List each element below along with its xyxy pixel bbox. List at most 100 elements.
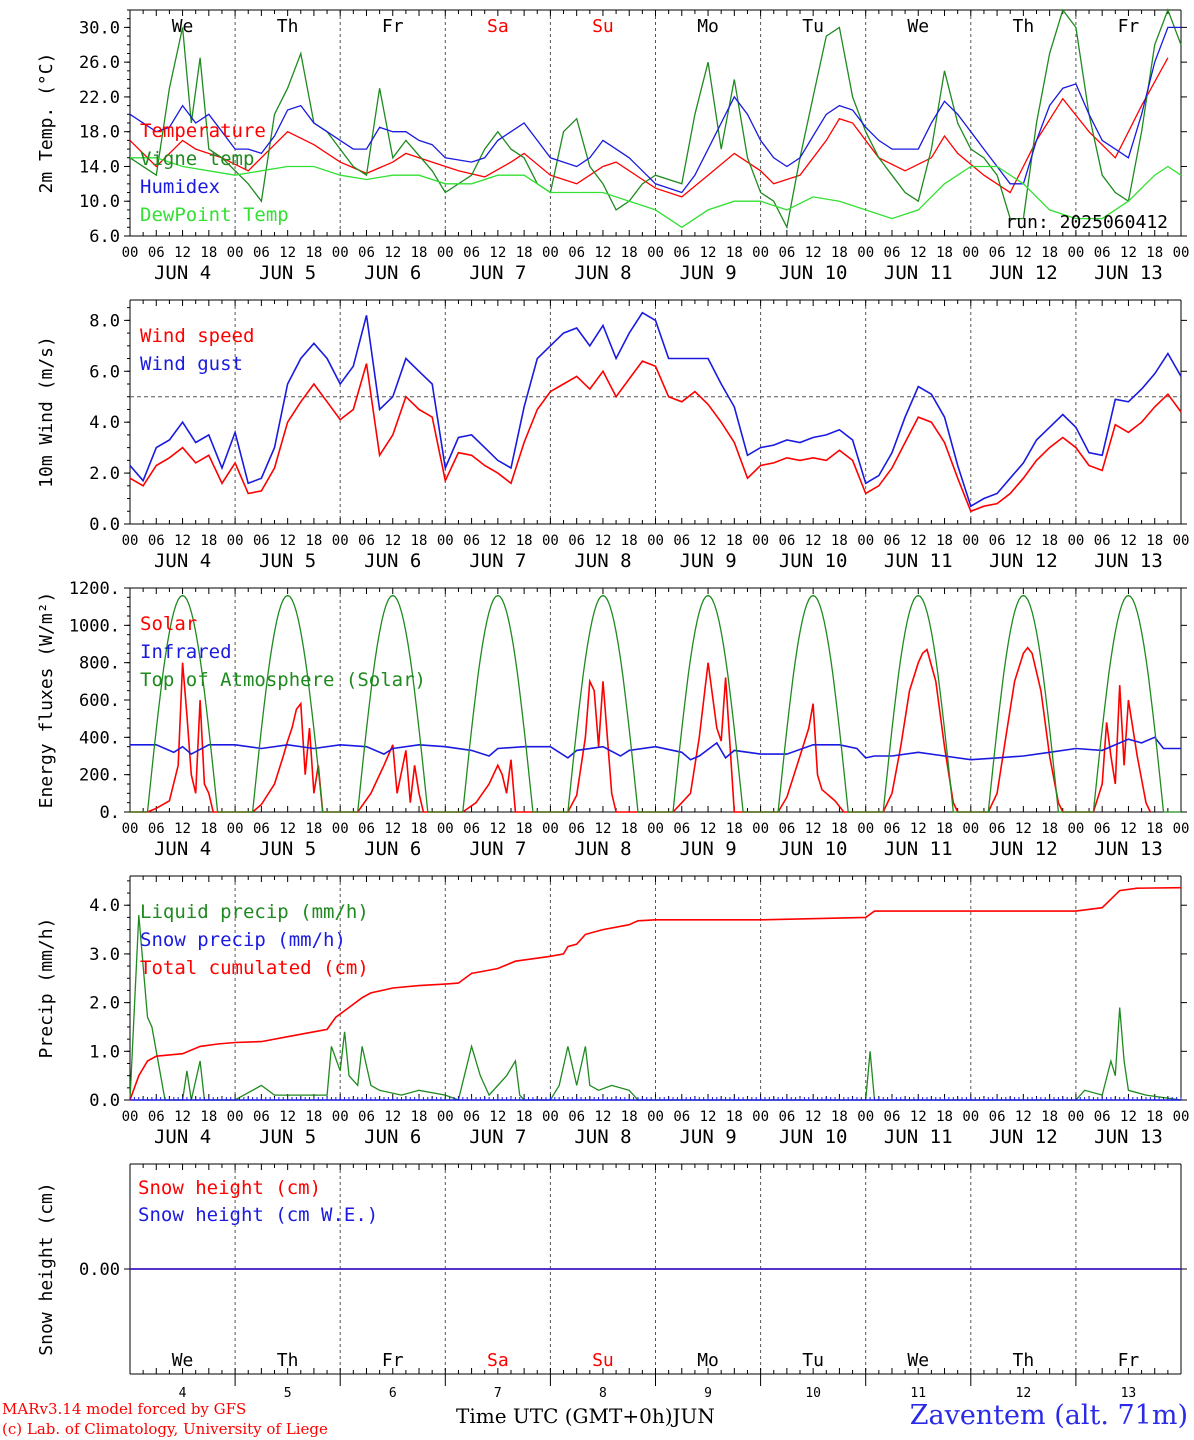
hour-tick-label: 00 xyxy=(332,245,349,261)
hour-tick-label: 06 xyxy=(253,245,270,261)
time-axis-title: Time UTC (GMT+0h)JUN xyxy=(456,1404,715,1428)
weekday-label: We xyxy=(172,1350,194,1371)
hour-tick-label: 12 xyxy=(489,533,506,549)
hour-tick-label: 12 xyxy=(174,821,191,837)
hour-tick-label: 00 xyxy=(542,821,559,837)
hour-tick-label: 06 xyxy=(884,1109,901,1125)
hour-tick-label: 06 xyxy=(778,821,795,837)
hour-tick-label: 18 xyxy=(200,245,217,261)
hour-tick-label: 00 xyxy=(962,821,979,837)
legend-label: Total cumulated (cm) xyxy=(140,957,369,979)
hour-tick-label: 12 xyxy=(279,821,296,837)
hour-tick-label: 18 xyxy=(516,245,533,261)
hour-tick-label: 00 xyxy=(752,1109,769,1125)
hour-tick-label: 18 xyxy=(726,245,743,261)
legend-label: Solar xyxy=(140,613,197,635)
hour-tick-label: 18 xyxy=(411,533,428,549)
hour-tick-label: 12 xyxy=(1015,245,1032,261)
hour-tick-label: 12 xyxy=(489,821,506,837)
hour-tick-label: 06 xyxy=(358,533,375,549)
y-tick-label: 8.0 xyxy=(89,311,120,331)
day-number-label: 4 xyxy=(179,1386,187,1401)
hour-tick-label: 12 xyxy=(910,533,927,549)
y-axis-label: 2m Temp. (°C) xyxy=(36,53,57,194)
y-tick-label: 6.0 xyxy=(89,227,120,247)
hour-tick-label: 12 xyxy=(910,821,927,837)
hour-tick-label: 00 xyxy=(962,1109,979,1125)
hour-tick-label: 00 xyxy=(1173,1109,1190,1125)
weekday-label: We xyxy=(172,16,194,37)
y-tick-label: 0.00 xyxy=(79,1260,120,1280)
hour-tick-label: 12 xyxy=(595,245,612,261)
hour-tick-label: 18 xyxy=(305,245,322,261)
hour-tick-label: 00 xyxy=(752,533,769,549)
hour-tick-label: 18 xyxy=(936,1109,953,1125)
hour-tick-label: 00 xyxy=(1067,533,1084,549)
day-number-label: 9 xyxy=(704,1386,712,1401)
hour-tick-label: 06 xyxy=(463,821,480,837)
hour-tick-label: 00 xyxy=(227,1109,244,1125)
y-tick-label: 30.0 xyxy=(79,18,120,38)
date-label: JUN 12 xyxy=(989,1126,1058,1148)
hour-tick-label: 12 xyxy=(595,1109,612,1125)
hour-tick-label: 12 xyxy=(384,245,401,261)
weekday-label: Sa xyxy=(487,1350,509,1371)
hour-tick-label: 06 xyxy=(358,1109,375,1125)
hour-tick-label: 12 xyxy=(174,1109,191,1125)
hour-tick-label: 12 xyxy=(279,245,296,261)
hour-tick-label: 06 xyxy=(463,245,480,261)
hour-tick-label: 00 xyxy=(542,245,559,261)
date-label: JUN 11 xyxy=(884,550,953,572)
weekday-label: Tu xyxy=(802,1350,824,1371)
hour-tick-label: 00 xyxy=(1067,821,1084,837)
hour-tick-label: 18 xyxy=(411,821,428,837)
hour-tick-label: 00 xyxy=(962,533,979,549)
hour-tick-label: 00 xyxy=(437,1109,454,1125)
hour-tick-label: 12 xyxy=(595,533,612,549)
station-title: Zaventem (alt. 71m) xyxy=(909,1400,1188,1431)
hour-tick-label: 00 xyxy=(752,821,769,837)
hour-tick-label: 18 xyxy=(305,1109,322,1125)
y-tick-label: 22.0 xyxy=(79,88,120,108)
hour-tick-label: 18 xyxy=(936,245,953,261)
y-tick-label: 800. xyxy=(79,654,120,674)
hour-tick-label: 00 xyxy=(752,245,769,261)
date-label: JUN 6 xyxy=(364,550,421,572)
hour-tick-label: 18 xyxy=(831,1109,848,1125)
hour-tick-label: 00 xyxy=(647,821,664,837)
panel-5: 0.00 Snow height (cm) Snow height (cm) Snow… xyxy=(36,1163,1187,1401)
hour-tick-label: 18 xyxy=(621,533,638,549)
hour-tick-label: 12 xyxy=(700,533,717,549)
hour-tick-label: 00 xyxy=(1173,245,1190,261)
hour-tick-label: 12 xyxy=(1015,821,1032,837)
date-label: JUN 5 xyxy=(259,838,316,860)
hour-tick-label: 18 xyxy=(621,821,638,837)
hour-tick-label: 12 xyxy=(910,245,927,261)
panel-2: 0.0 2.0 4.0 6.0 8.0 10m Wind (m/s) Wind speed W… xyxy=(36,299,1189,572)
date-label: JUN 6 xyxy=(364,262,421,284)
hour-tick-label: 06 xyxy=(884,533,901,549)
hour-tick-label: 18 xyxy=(831,245,848,261)
y-axis-label: Precip (mm/h) xyxy=(36,918,57,1059)
date-label: JUN 9 xyxy=(679,550,736,572)
hour-tick-label: 00 xyxy=(332,821,349,837)
hour-tick-label: 18 xyxy=(1146,821,1163,837)
hour-tick-label: 12 xyxy=(174,245,191,261)
series-line-dewpoint-temp xyxy=(130,157,1182,229)
legend-label: Snow height (cm W.E.) xyxy=(138,1204,378,1226)
hour-tick-label: 06 xyxy=(568,533,585,549)
legend-label: Liquid precip (mm/h) xyxy=(140,901,369,923)
hour-tick-label: 12 xyxy=(1120,533,1137,549)
lab-credit: (c) Lab. of Climatology, University of L… xyxy=(2,1420,328,1438)
date-label: JUN 9 xyxy=(679,262,736,284)
panel-3: 0. 200. 400. 600. 800. 1000. 1200. Energy fluxe… xyxy=(36,579,1189,860)
date-label: JUN 10 xyxy=(779,550,848,572)
hour-tick-label: 00 xyxy=(122,533,139,549)
hour-tick-label: 06 xyxy=(1094,821,1111,837)
legend-label: Infrared xyxy=(140,641,232,663)
day-number-label: 5 xyxy=(284,1386,292,1401)
hour-tick-label: 18 xyxy=(831,821,848,837)
date-label: JUN 8 xyxy=(574,838,631,860)
series-line-vigne-temp xyxy=(129,8,1182,230)
